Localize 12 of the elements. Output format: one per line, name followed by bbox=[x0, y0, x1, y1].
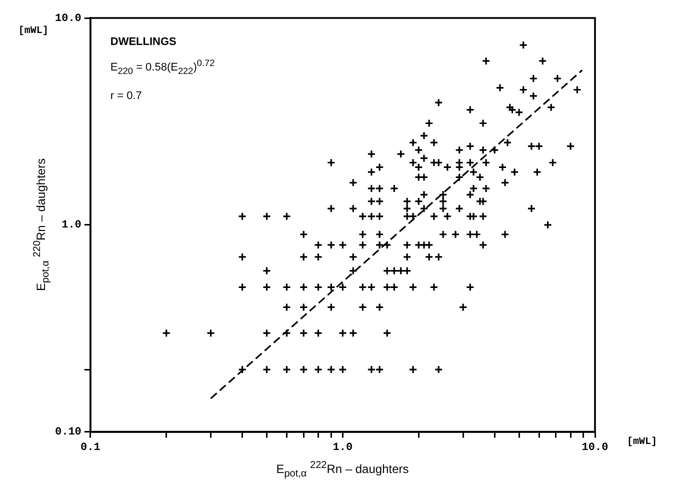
annotation: E$_{220}$ = 0.58(E$_{222}$)$^{0.72}$ bbox=[110, 58, 215, 76]
x-tick-label: 1.0 bbox=[332, 442, 353, 454]
text: [mWL] bbox=[627, 436, 658, 448]
y-tick-label: 10.0 bbox=[55, 12, 82, 25]
y-tick-label: 0.10 bbox=[55, 426, 82, 439]
annotation: r = 0.7 bbox=[110, 90, 142, 102]
x-tick-label: 10.0 bbox=[582, 442, 608, 454]
text: [mWL] bbox=[18, 26, 48, 37]
y-tick-label: 1.0 bbox=[62, 220, 82, 232]
annotation: DWELLINGS bbox=[110, 36, 176, 48]
x-tick-label: 0.1 bbox=[80, 442, 101, 454]
x-axis-title: E$_{pot,α}$ $^{222}$Rn – daughters bbox=[276, 460, 409, 480]
